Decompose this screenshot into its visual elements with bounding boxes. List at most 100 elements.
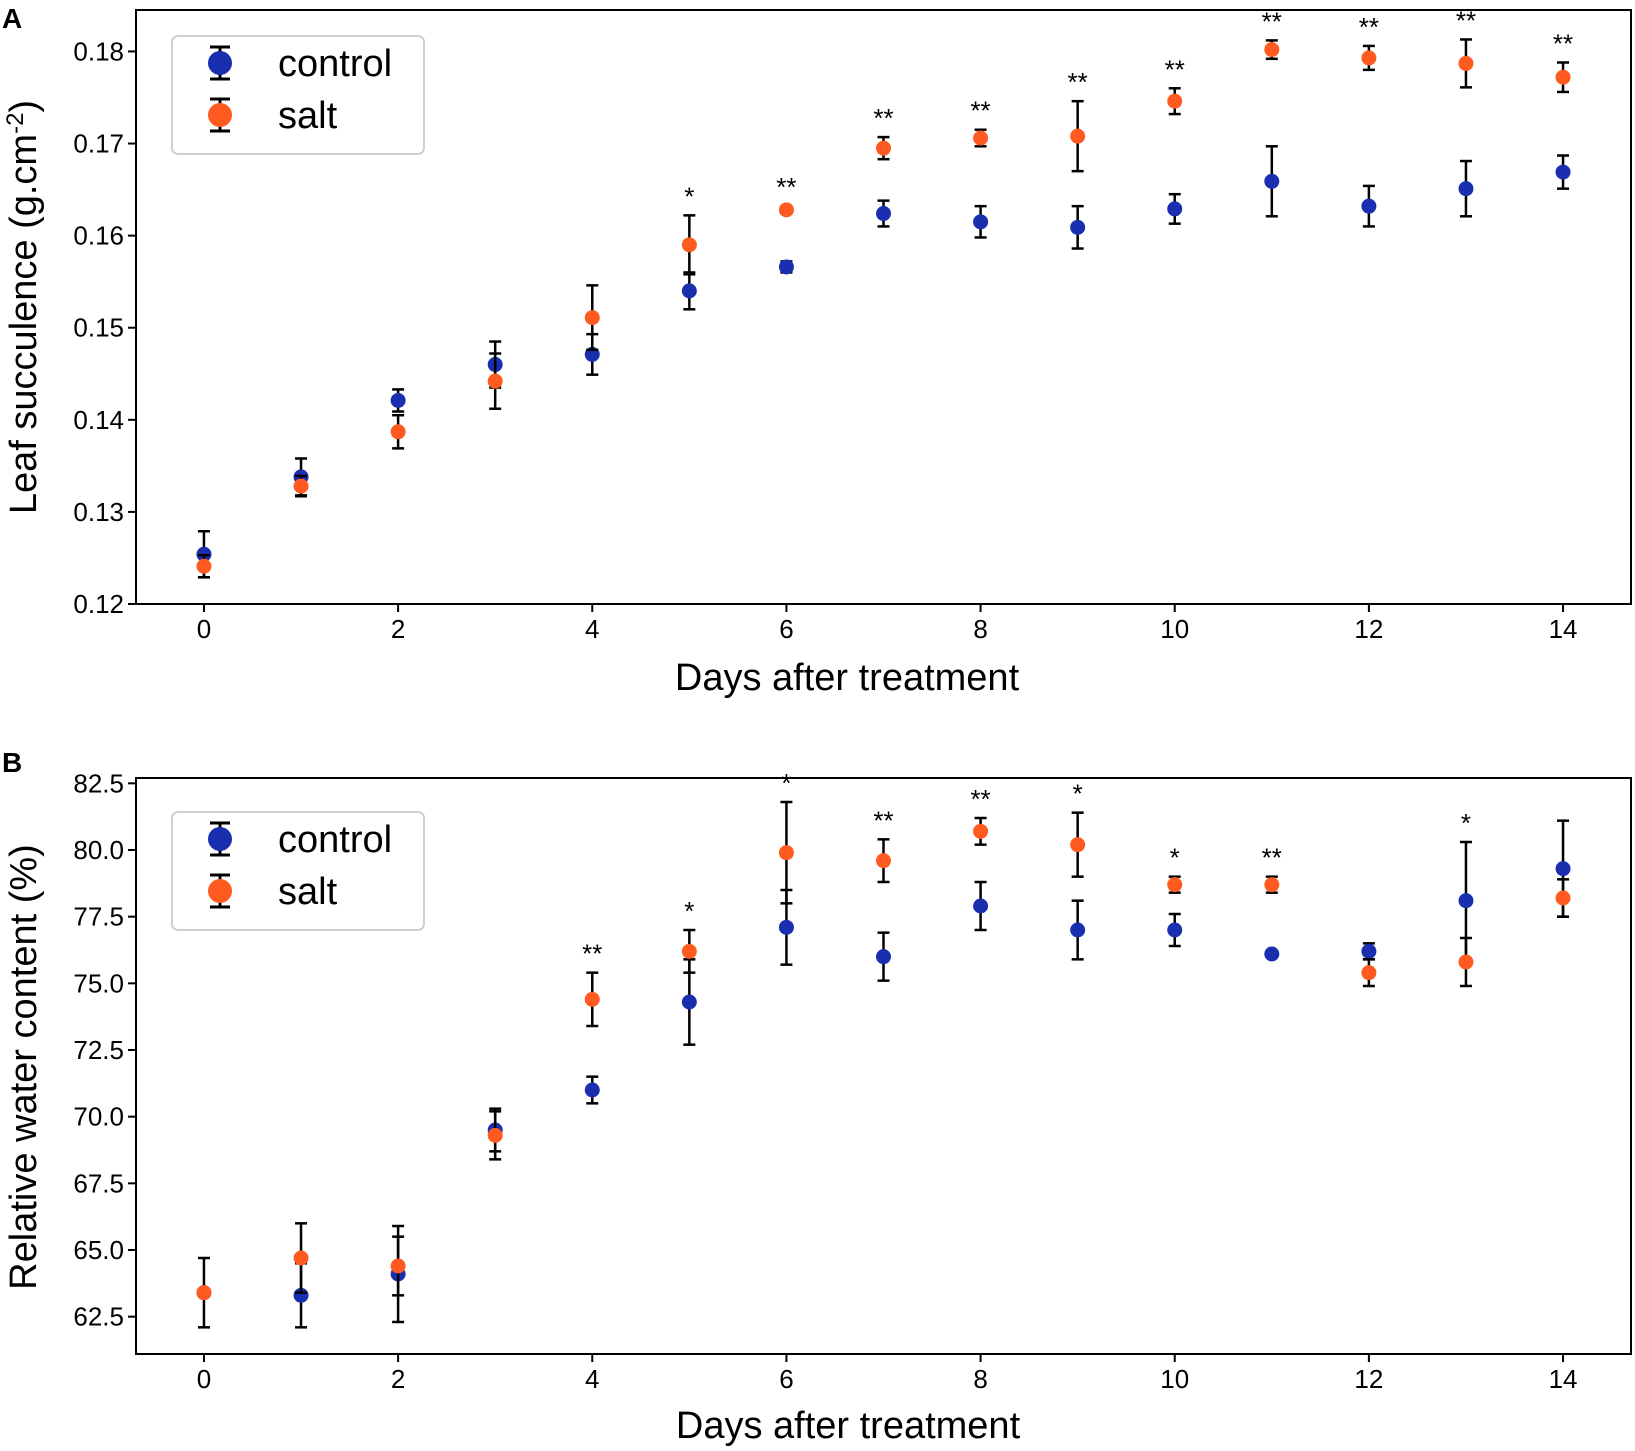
- y-tick-label-b: 62.5: [73, 1302, 124, 1332]
- salt-marker-a: [973, 130, 989, 146]
- control-point-a: [1555, 154, 1571, 190]
- panel-a: A 0 2 4 6 8 10 12 14 0.12 0.13 0.14 0.15 0.16 0.17 0.1…: [2, 3, 1632, 699]
- x-tick-label-a: 14: [1549, 614, 1578, 644]
- salt-marker-b: [1070, 837, 1086, 853]
- salt-point-a: [584, 284, 600, 352]
- legend-label-salt-a: salt: [278, 95, 338, 137]
- control-point-a: [1070, 204, 1086, 250]
- salt-marker-b: [584, 991, 600, 1007]
- legend-label-salt-b: salt: [278, 871, 338, 913]
- control-marker-a: [1070, 219, 1086, 235]
- salt-point-b: [1458, 936, 1474, 988]
- y-tick-label-b: 65.0: [73, 1235, 124, 1265]
- control-marker-b: [1264, 946, 1280, 962]
- salt-point-b: [293, 1222, 309, 1294]
- salt-point-a: [487, 352, 503, 411]
- salt-point-a: [293, 474, 309, 498]
- salt-point-b: [1361, 958, 1377, 988]
- y-tick-label-b: 77.5: [73, 902, 124, 932]
- salt-point-b: [390, 1235, 406, 1297]
- salt-marker-a: [1555, 69, 1571, 85]
- legend-label-control-a: control: [278, 43, 392, 85]
- x-tick-label-a: 10: [1160, 614, 1189, 644]
- salt-point-b: [876, 838, 891, 884]
- salt-point-a: [1070, 99, 1086, 173]
- y-tick-label-b: 70.0: [73, 1102, 124, 1132]
- salt-point-b: [1555, 878, 1571, 918]
- salt-point-b: [196, 1256, 212, 1329]
- control-point-a: [1167, 192, 1183, 225]
- significance-label-b: *: [1073, 779, 1083, 809]
- salt-point-a: [1264, 39, 1280, 61]
- salt-marker-b: [1167, 877, 1183, 893]
- significance-label-b: *: [1170, 843, 1180, 873]
- control-marker-a: [1555, 164, 1571, 180]
- significance-label-a: **: [873, 103, 893, 133]
- salt-marker-a: [1264, 42, 1280, 58]
- control-point-a: [390, 388, 406, 413]
- salt-point-a: [1361, 44, 1377, 72]
- legend-marker-control-a: [208, 45, 232, 81]
- y-tick-label-a: 0.13: [73, 497, 124, 527]
- significance-label-a: **: [1262, 6, 1282, 36]
- control-point-b: [973, 880, 989, 932]
- legend-marker-salt-a: [208, 97, 232, 133]
- control-point-b: [1361, 942, 1377, 961]
- significance-label-a: *: [684, 181, 694, 211]
- control-marker-b: [1361, 943, 1377, 959]
- salt-point-a: [778, 202, 794, 218]
- significance-label-b: *: [684, 896, 694, 926]
- salt-point-a: [1167, 87, 1183, 116]
- x-tick-label-b: 2: [391, 1364, 405, 1394]
- control-point-a: [973, 204, 989, 239]
- y-tick-label-b: 80.0: [73, 835, 124, 865]
- salt-marker-a: [390, 424, 406, 440]
- y-tick-label-a: 0.12: [73, 589, 124, 619]
- control-marker-b: [778, 919, 794, 935]
- x-tick-label-b: 6: [779, 1364, 793, 1394]
- salt-marker-b: [876, 853, 891, 869]
- x-tick-label-b: 14: [1549, 1364, 1578, 1394]
- salt-point-b: [1264, 875, 1280, 894]
- salt-marker-a: [681, 237, 697, 253]
- legend-a: control salt: [171, 35, 425, 155]
- y-tick-label-a: 0.15: [73, 313, 124, 343]
- control-marker-a: [1458, 181, 1474, 197]
- y-tick-label-b: 67.5: [73, 1168, 124, 1198]
- y-tick-label-a: 0.18: [73, 36, 124, 66]
- salt-point-b: [487, 1110, 503, 1161]
- control-marker-a: [876, 206, 891, 222]
- salt-point-a: [1555, 61, 1571, 94]
- significance-label-a: **: [1456, 5, 1476, 35]
- x-tick-label-a: 6: [779, 614, 793, 644]
- significance-label-a: **: [776, 172, 796, 202]
- y-tick-label-a: 0.16: [73, 221, 124, 251]
- x-tick-label-b: 4: [585, 1364, 599, 1394]
- control-point-a: [681, 271, 697, 311]
- salt-marker-b: [973, 823, 989, 839]
- y-tick-label-b: 72.5: [73, 1035, 124, 1065]
- significance-label-b: *: [1461, 808, 1471, 838]
- salt-point-b: [973, 816, 989, 846]
- salt-marker-b: [196, 1285, 212, 1301]
- salt-point-a: [681, 214, 697, 276]
- x-tick-label-b: 0: [197, 1364, 211, 1394]
- control-marker-a: [681, 283, 697, 299]
- control-point-a: [876, 199, 891, 228]
- salt-point-a: [196, 553, 212, 579]
- control-marker-b: [973, 898, 989, 914]
- control-marker-a: [973, 214, 989, 230]
- control-marker-a: [1361, 198, 1377, 214]
- control-point-b: [584, 1075, 600, 1105]
- salt-point-b: [681, 928, 697, 974]
- legend-marker-control-b: [208, 821, 232, 857]
- control-point-b: [1070, 899, 1086, 961]
- control-marker-b: [681, 994, 697, 1010]
- salt-marker-a: [1167, 93, 1183, 109]
- salt-marker-a: [876, 140, 891, 156]
- control-point-b: [876, 931, 891, 982]
- control-marker-a: [778, 259, 794, 275]
- salt-point-b: [584, 971, 600, 1028]
- x-axis-label-a: Days after treatment: [675, 657, 1020, 699]
- y-tick-label-b: 82.5: [73, 768, 124, 798]
